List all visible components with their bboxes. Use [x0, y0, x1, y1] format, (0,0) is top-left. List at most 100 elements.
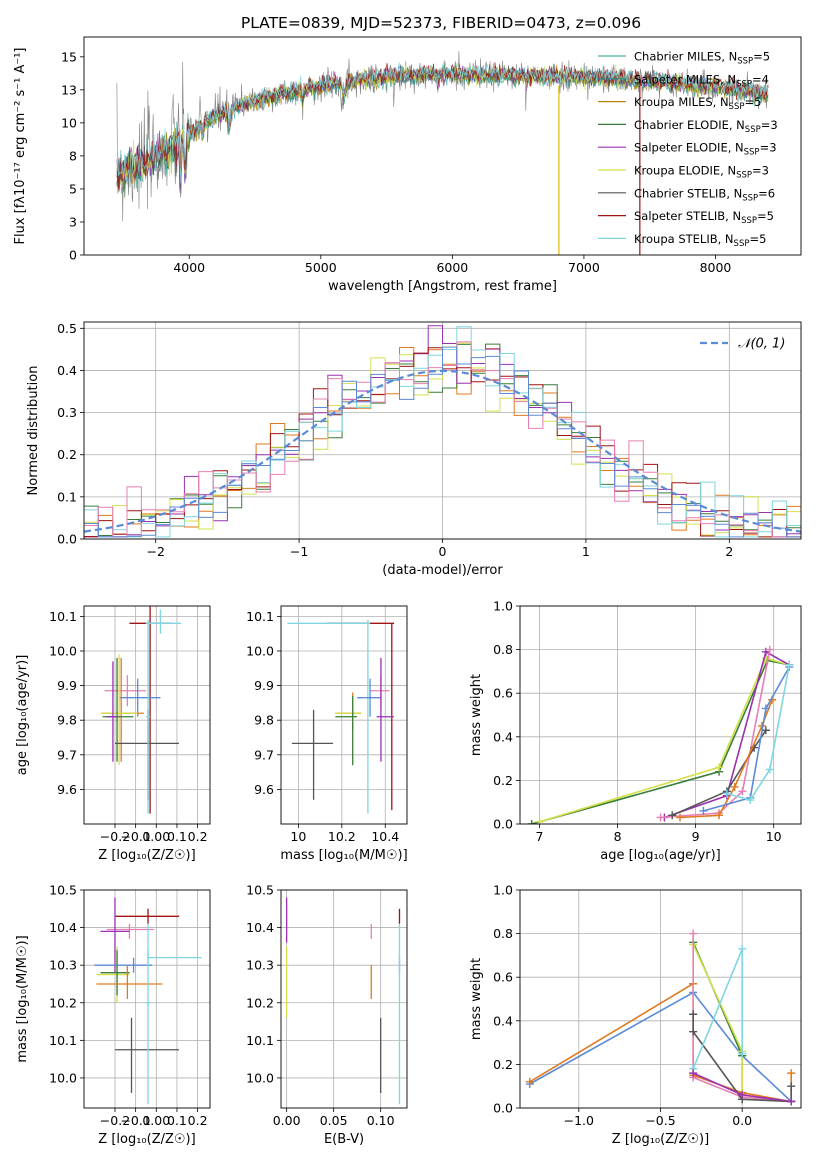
legend-label-tail: =5: [749, 232, 766, 246]
legend-label-tail: =5: [744, 95, 761, 109]
y-tick-label: 10.1: [49, 609, 77, 624]
x-tick-label: 10.4: [371, 829, 399, 844]
x-tick-label: 0.2: [188, 1113, 208, 1128]
weight-line: [660, 649, 771, 819]
x-tick-label: 0.2: [188, 829, 208, 844]
weight-point: [787, 1097, 796, 1106]
x-tick-label: 2: [725, 544, 733, 559]
x-axis-label: E(B-V): [324, 1132, 364, 1147]
x-axis-label: Z [log₁₀(Z/Z☉)]: [98, 1132, 195, 1147]
model-spectrum: [116, 61, 769, 184]
x-tick-label: −2: [146, 544, 164, 559]
y-tick-label: 1.0: [493, 883, 513, 898]
y-tick-label: 0: [69, 248, 77, 263]
weight-point: [689, 929, 698, 938]
weight-point: [668, 811, 677, 820]
weight-point: [699, 806, 708, 815]
x-tick-label: −1.0: [564, 1113, 594, 1128]
y-tick-label: 0.2: [57, 447, 77, 462]
massweight_vs_age-lines: [527, 645, 794, 824]
x-axis-label: mass [log₁₀(M/M☉)]: [280, 848, 407, 863]
y-tick-label: 9.8: [57, 713, 77, 728]
legend-label-sub: SSP: [729, 102, 745, 112]
mass_vs_Z-frame: [83, 889, 211, 1109]
weight-point: [525, 1077, 534, 1086]
mass_vs_ebv-frame: [280, 889, 408, 1109]
spectrum-lines: [116, 51, 769, 255]
weight-point: [715, 811, 724, 820]
y-tick-label: 0.0: [493, 1101, 513, 1116]
x-axis-label: (data-model)/error: [382, 563, 503, 578]
gaussian-curve: [84, 369, 801, 533]
legend-label-main: Chabrier STELIB, N: [634, 186, 742, 200]
legend-label-tail: =4: [752, 72, 769, 86]
weight-line: [703, 666, 790, 812]
legend-label-tail: =3: [761, 118, 778, 132]
x-tick-label: 4000: [173, 260, 205, 275]
legend-label: Kroupa STELIB, NSSP=5: [634, 232, 766, 249]
y-tick-label: 0.8: [493, 642, 513, 657]
age_vs_Z-axes: −0.2−0.10.000.1 0.2 9.6 9.7 9.8 9.9 10.0 10.1 Z …: [15, 606, 210, 863]
weight-line: [539, 657, 790, 823]
legend-label-tail: =6: [758, 186, 775, 200]
legend-label-sub: SSP: [742, 193, 758, 203]
y-tick-label: 0.4: [493, 1013, 513, 1028]
mass_vs_Z-points: [94, 897, 202, 1105]
x-tick-label: 0: [439, 544, 447, 559]
weight-point: [761, 726, 770, 735]
x-tick-label: −0.5: [645, 1113, 675, 1128]
weight-line: [692, 933, 792, 1103]
x-tick-label: 0.0: [732, 1113, 752, 1128]
x-tick-label: 1: [582, 544, 590, 559]
legend-label: Chabrier MILES, NSSP=5: [634, 50, 770, 67]
weight-point: [689, 1027, 698, 1036]
y-tick-label: 10.5: [246, 883, 274, 898]
weight-line: [679, 699, 773, 819]
massweight_vs_age-axes: 7 8 9 10 0.0 0.2 0.4 0.6 0.8 1.0 age [log₁₀(age/yr…: [469, 599, 801, 863]
y-tick-label: 10.5: [49, 883, 77, 898]
y-tick-label: 0.1: [57, 489, 77, 504]
weight-line: [692, 948, 744, 1070]
y-tick-label: 0.4: [57, 363, 77, 378]
legend-label-sub: SSP: [745, 125, 761, 135]
massweight_vs_Z-frame: [519, 889, 802, 1109]
mass_vs_ebv-points: [285, 897, 401, 1105]
legend-label-tail: =5: [757, 209, 774, 223]
x-tick-label: 6000: [436, 260, 468, 275]
y-tick-label: 0.2: [493, 773, 513, 788]
y-tick-label: 13: [61, 82, 77, 97]
weight-point: [765, 765, 774, 774]
residuals-frame: [83, 321, 802, 540]
x-tick-label: 0.00: [142, 1113, 170, 1128]
weight-point: [527, 820, 536, 824]
y-tick-label: 10.4: [49, 920, 77, 935]
legend-label-main: Salpeter STELIB, N: [634, 209, 741, 223]
y-tick-label: 9.9: [57, 678, 77, 693]
legend-label: Salpeter STELIB, NSSP=5: [634, 209, 774, 226]
y-tick-label: 10: [61, 115, 77, 130]
y-tick-label: 0.2: [493, 1057, 513, 1072]
legend-label: Salpeter ELODIE, NSSP=3: [634, 141, 777, 158]
legend-label-main: Salpeter ELODIE, N: [634, 141, 744, 155]
legend-label-main: Salpeter MILES, N: [634, 72, 736, 86]
massweight_vs_Z-axes: −1.0 −0.5 0.0 0.0 0.2 0.4 0.6 0.8 1.0 Z [log₁₀(Z/…: [469, 883, 801, 1147]
x-tick-label: 0.00: [273, 1113, 301, 1128]
massweight_vs_age-frame: [519, 605, 802, 825]
y-tick-label: 5: [69, 181, 77, 196]
y-axis-label: age [log₁₀(age/yr)]: [15, 655, 30, 776]
x-tick-label: 0.00: [142, 829, 170, 844]
x-axis-label: age [log₁₀(age/yr)]: [600, 848, 721, 863]
y-tick-label: 0.0: [57, 532, 77, 547]
x-tick-label: 0.1: [167, 829, 187, 844]
y-tick-label: 0.6: [493, 970, 513, 985]
x-tick-label: 8: [614, 829, 622, 844]
weight-line: [726, 664, 791, 801]
y-tick-label: 0.0: [493, 817, 513, 832]
y-tick-label: 0.6: [493, 686, 513, 701]
y-tick-label: 0.3: [57, 405, 77, 420]
x-tick-label: 10: [766, 829, 782, 844]
y-axis-label: Normed distribution: [26, 366, 41, 496]
x-axis-label: Z [log₁₀(Z/Z☉)]: [612, 1132, 709, 1147]
x-tick-label: −0.1: [120, 1113, 150, 1128]
